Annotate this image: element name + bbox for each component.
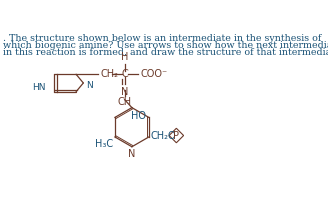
Text: CH₂: CH₂ bbox=[101, 69, 119, 79]
Text: . The structure shown below is an intermediate in the synthesis of: . The structure shown below is an interm… bbox=[3, 35, 321, 43]
Text: N: N bbox=[128, 149, 135, 159]
Text: P: P bbox=[174, 131, 179, 141]
Text: COO⁻: COO⁻ bbox=[141, 69, 168, 79]
Text: CH: CH bbox=[117, 98, 132, 108]
Text: HN: HN bbox=[32, 83, 46, 92]
Text: HO: HO bbox=[131, 111, 146, 121]
Text: C: C bbox=[121, 69, 128, 79]
Text: H₃C: H₃C bbox=[95, 139, 113, 149]
Text: which biogenic amine? Use arrows to show how the next intermediate: which biogenic amine? Use arrows to show… bbox=[3, 41, 328, 50]
Text: CH₂O: CH₂O bbox=[151, 131, 176, 141]
Text: N: N bbox=[121, 87, 128, 97]
Text: H: H bbox=[121, 52, 128, 62]
Text: in this reaction is formed, and draw the structure of that intermediate.: in this reaction is formed, and draw the… bbox=[3, 47, 328, 57]
Text: N: N bbox=[86, 81, 93, 90]
